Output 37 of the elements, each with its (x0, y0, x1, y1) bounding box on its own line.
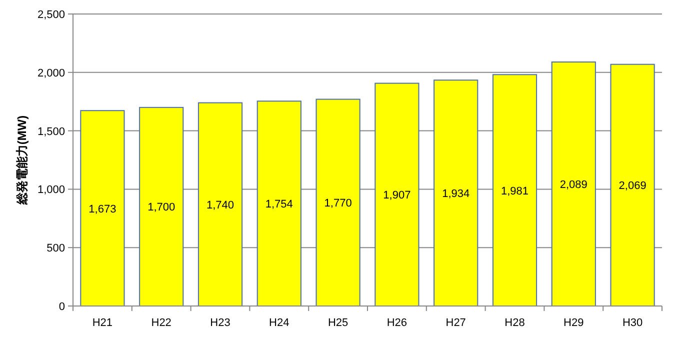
bar (434, 80, 478, 306)
y-tick-label: 500 (46, 242, 65, 255)
bar (198, 102, 243, 306)
data-label: 1,754 (265, 198, 293, 211)
y-axis-title: 総発電能力(MW) (15, 115, 29, 206)
data-label: 1,673 (88, 203, 116, 216)
bar (139, 106, 184, 306)
y-tick-label: 0 (58, 301, 65, 313)
y-tick-label: 1,500 (37, 126, 65, 138)
bar (80, 110, 125, 306)
data-label: 2,089 (560, 179, 588, 191)
y-tick-label: 1,000 (37, 184, 65, 196)
bar (316, 98, 360, 306)
x-tick-label: H21 (92, 317, 113, 329)
x-tick-label: H26 (386, 317, 408, 329)
data-label: 1,907 (383, 190, 411, 202)
data-label: 1,700 (148, 202, 176, 214)
x-tick-label: H24 (269, 317, 290, 329)
data-label: 1,981 (500, 185, 529, 198)
data-label: 1,770 (324, 198, 352, 210)
bar (551, 62, 596, 306)
data-label: 2,069 (618, 180, 646, 192)
x-tick-label: H22 (151, 317, 172, 329)
bar (256, 100, 302, 306)
x-tick-label: H30 (622, 317, 643, 329)
data-label: 1,740 (206, 199, 234, 212)
data-label: 1,934 (442, 188, 470, 200)
bar (374, 82, 420, 306)
bar (610, 64, 655, 306)
x-tick-label: H29 (564, 317, 584, 329)
y-tick-label: 2,000 (37, 67, 65, 80)
bar (492, 74, 538, 306)
x-tick-label: H28 (504, 317, 525, 329)
y-tick-label: 2,500 (37, 9, 65, 21)
x-tick-label: H23 (210, 317, 230, 329)
x-tick-label: H25 (328, 317, 348, 329)
x-tick-label: H27 (446, 317, 466, 329)
